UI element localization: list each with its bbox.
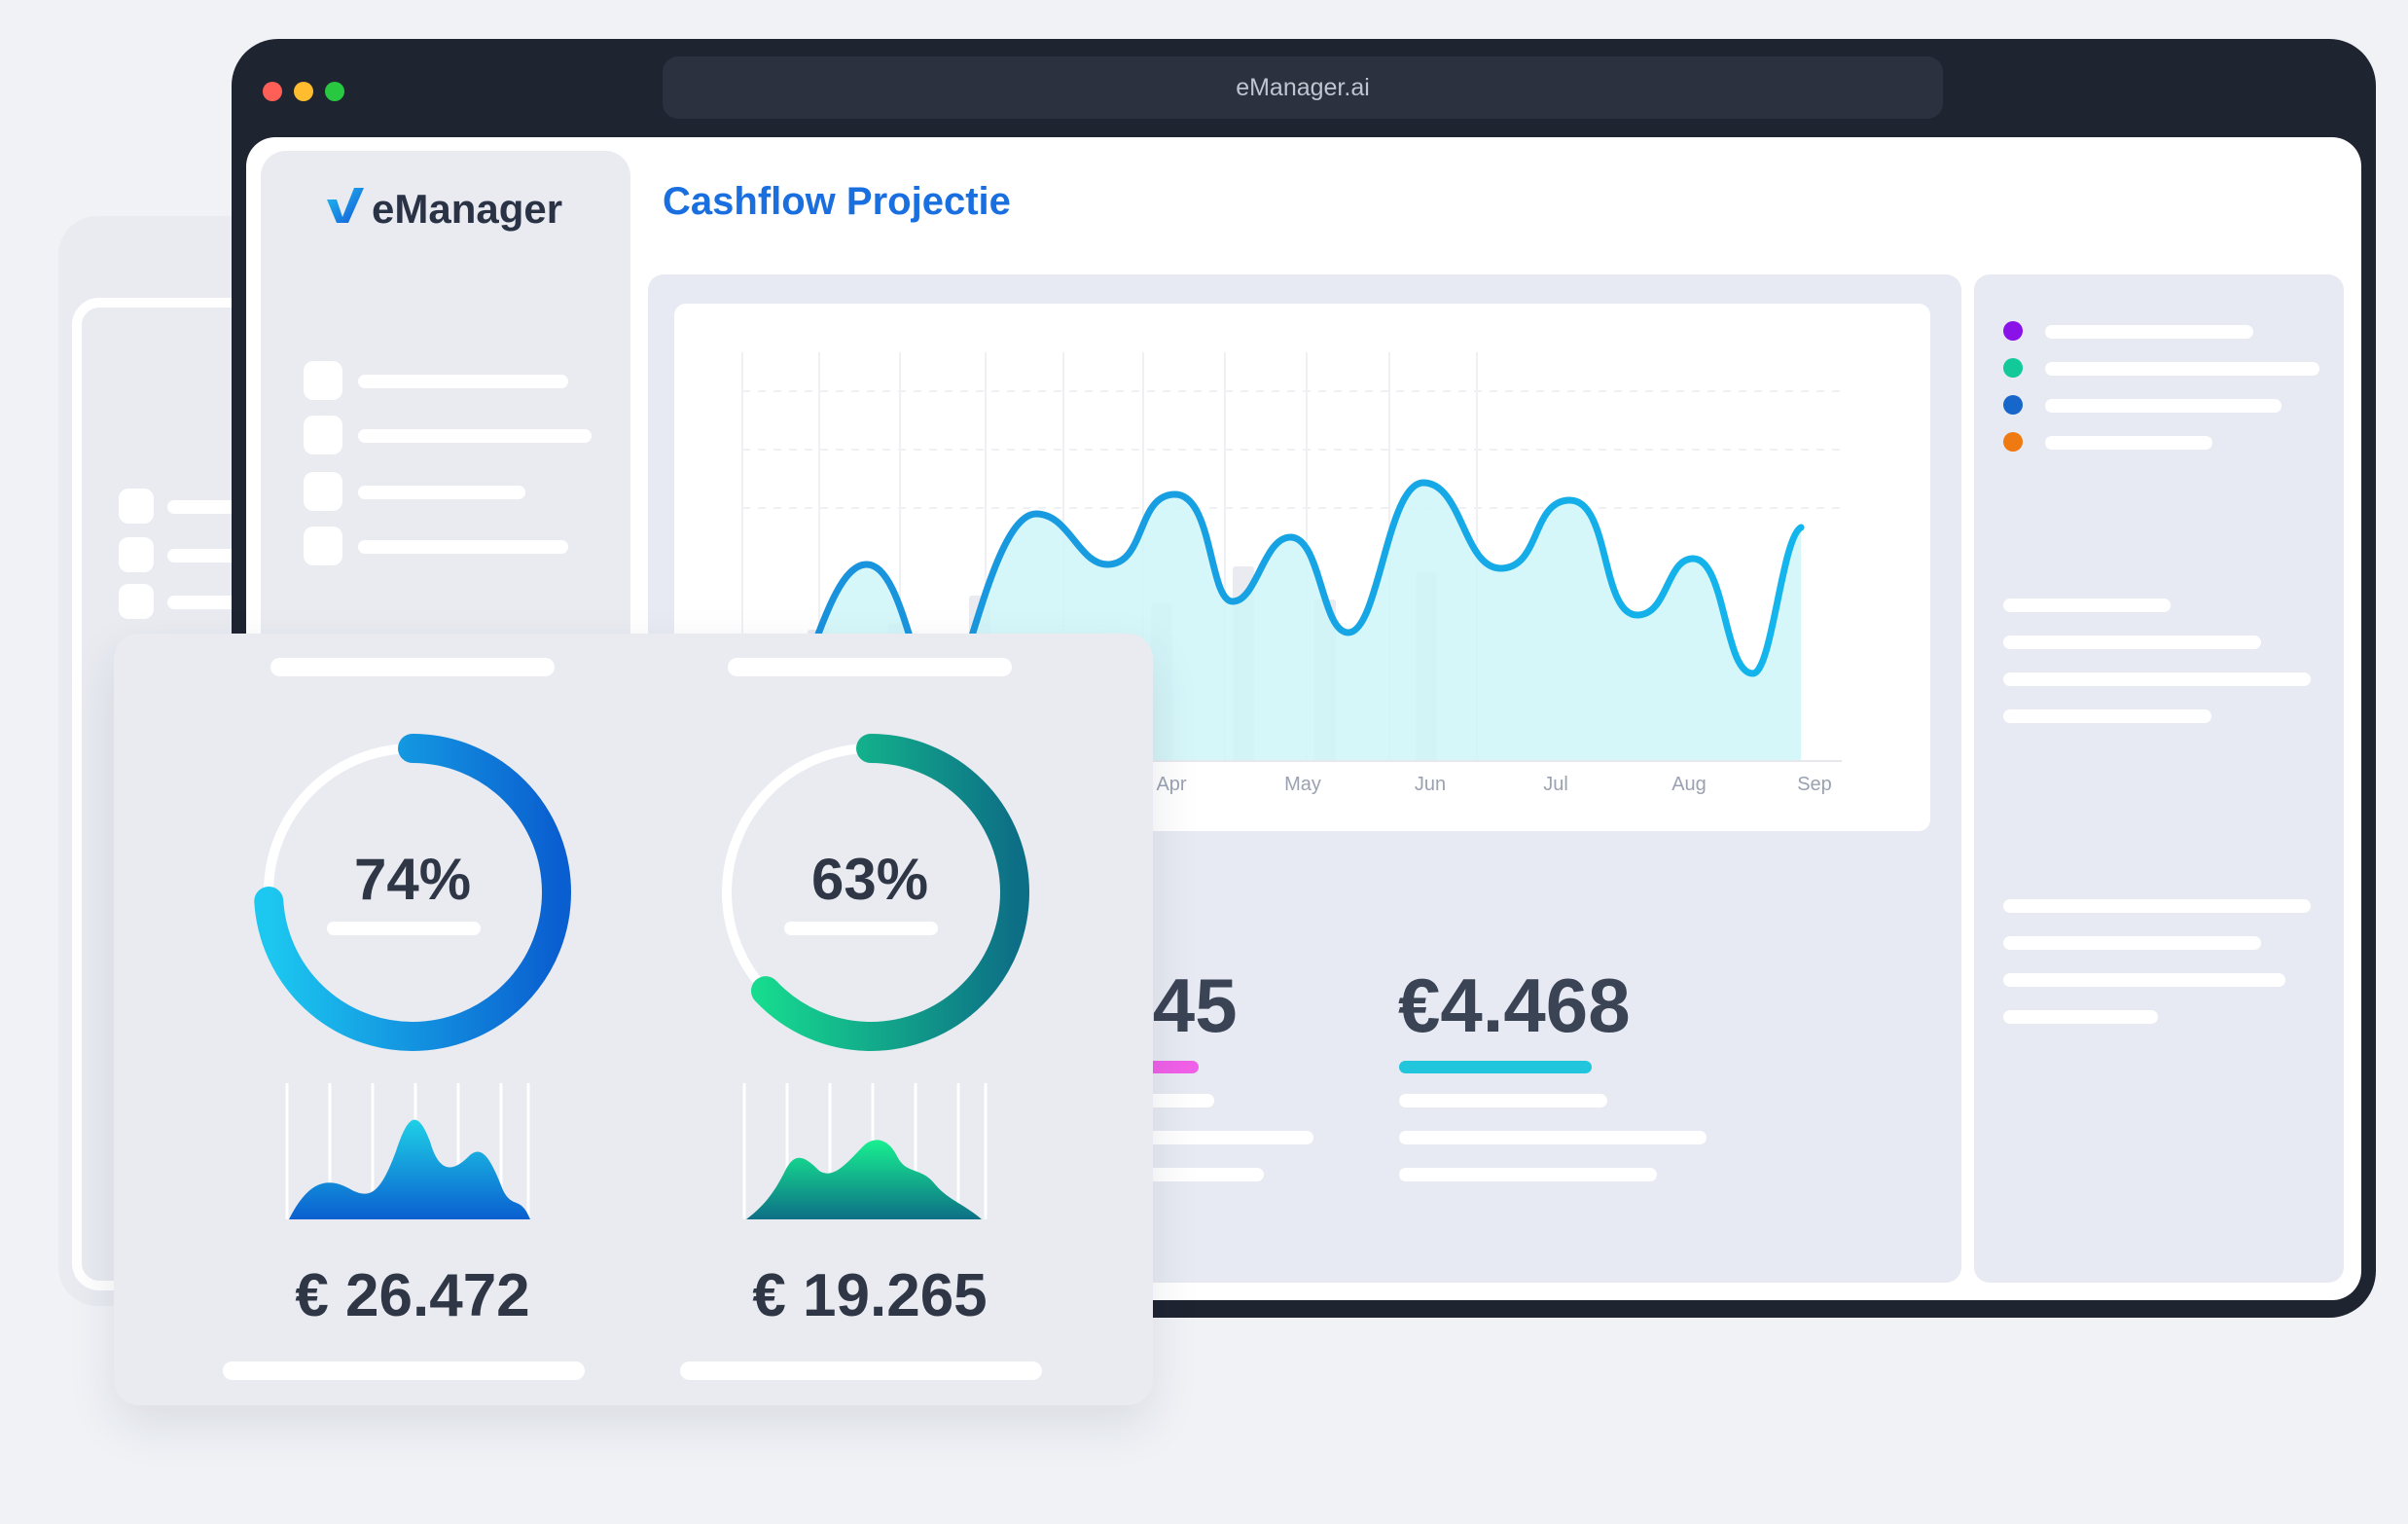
stat-accent-bar	[1399, 1061, 1592, 1073]
mini-area-chart	[285, 1083, 530, 1219]
ghost-line	[167, 500, 245, 514]
x-tick-label: Jun	[1415, 774, 1446, 795]
summary-card: 74% 63%	[114, 634, 1153, 1405]
legend-label	[2045, 436, 2212, 450]
x-tick-label: Sep	[1797, 774, 1832, 795]
panel-text-line	[2003, 1010, 2158, 1024]
sidebar-item-checkbox[interactable]	[304, 361, 342, 400]
maximize-window-button[interactable]	[325, 82, 344, 101]
legend-dot	[2003, 358, 2023, 378]
panel-text-line	[2003, 599, 2171, 612]
legend-label	[2045, 399, 2282, 413]
card-title-placeholder	[728, 658, 1012, 676]
progress-ring	[254, 734, 571, 1051]
amount-caption-placeholder	[680, 1361, 1042, 1380]
legend-dot	[2003, 395, 2023, 415]
progress-percent: 74%	[353, 847, 472, 912]
panel-text-line	[2003, 709, 2211, 723]
sidebar-item-label[interactable]	[358, 486, 525, 499]
page-title: Cashflow Projectie	[663, 180, 1011, 223]
cashflow-chart-card: Apr May Jun Jul Aug Sep	[674, 304, 1930, 831]
panel-text-line	[2003, 899, 2311, 913]
x-tick-label: May	[1284, 774, 1321, 795]
stat-line	[1399, 1168, 1657, 1181]
stat-line	[1399, 1131, 1707, 1144]
emanager-logo-icon	[327, 188, 364, 223]
x-tick-label: Aug	[1671, 774, 1707, 795]
panel-text-line	[2003, 672, 2311, 686]
amount-value: € 19.265	[752, 1262, 988, 1329]
amount-caption-placeholder	[223, 1361, 585, 1380]
progress-caption-placeholder	[784, 922, 938, 935]
stat-value: €4.468	[1398, 962, 1631, 1048]
progress-ring-arc	[254, 734, 571, 1051]
progress-ring-arc	[712, 734, 1029, 1051]
sidebar-item-checkbox[interactable]	[304, 472, 342, 511]
address-bar[interactable]: eManager.ai	[663, 56, 1943, 119]
legend-dot	[2003, 321, 2023, 341]
legend-panel	[1974, 274, 2344, 1283]
sidebar-item-label[interactable]	[358, 429, 592, 443]
legend-dot	[2003, 432, 2023, 452]
x-tick-label: Apr	[1156, 774, 1186, 795]
panel-text-line	[2003, 635, 2261, 649]
progress-ring	[712, 734, 1029, 1051]
amount-value: € 26.472	[295, 1262, 530, 1329]
ghost-checkbox	[119, 584, 154, 619]
sidebar-item-label[interactable]	[358, 375, 568, 388]
close-window-button[interactable]	[263, 82, 282, 101]
ghost-line	[167, 549, 245, 562]
mini-area-chart	[742, 1083, 988, 1219]
address-bar-url: eManager.ai	[1236, 73, 1370, 101]
sidebar-item-checkbox[interactable]	[304, 416, 342, 454]
logo-text: eManager	[372, 186, 563, 232]
x-tick-label: Jul	[1543, 774, 1568, 795]
ghost-checkbox	[119, 537, 154, 572]
card-title-placeholder	[270, 658, 555, 676]
panel-text-line	[2003, 936, 2261, 950]
legend-label	[2045, 325, 2253, 339]
progress-percent: 63%	[810, 847, 929, 912]
ghost-checkbox	[119, 489, 154, 524]
legend-label	[2045, 362, 2319, 376]
progress-caption-placeholder	[327, 922, 481, 935]
ghost-line	[167, 596, 245, 609]
sidebar-item-checkbox[interactable]	[304, 526, 342, 565]
stat-line	[1399, 1094, 1607, 1107]
minimize-window-button[interactable]	[294, 82, 313, 101]
sidebar-item-label[interactable]	[358, 540, 568, 554]
panel-text-line	[2003, 973, 2285, 987]
